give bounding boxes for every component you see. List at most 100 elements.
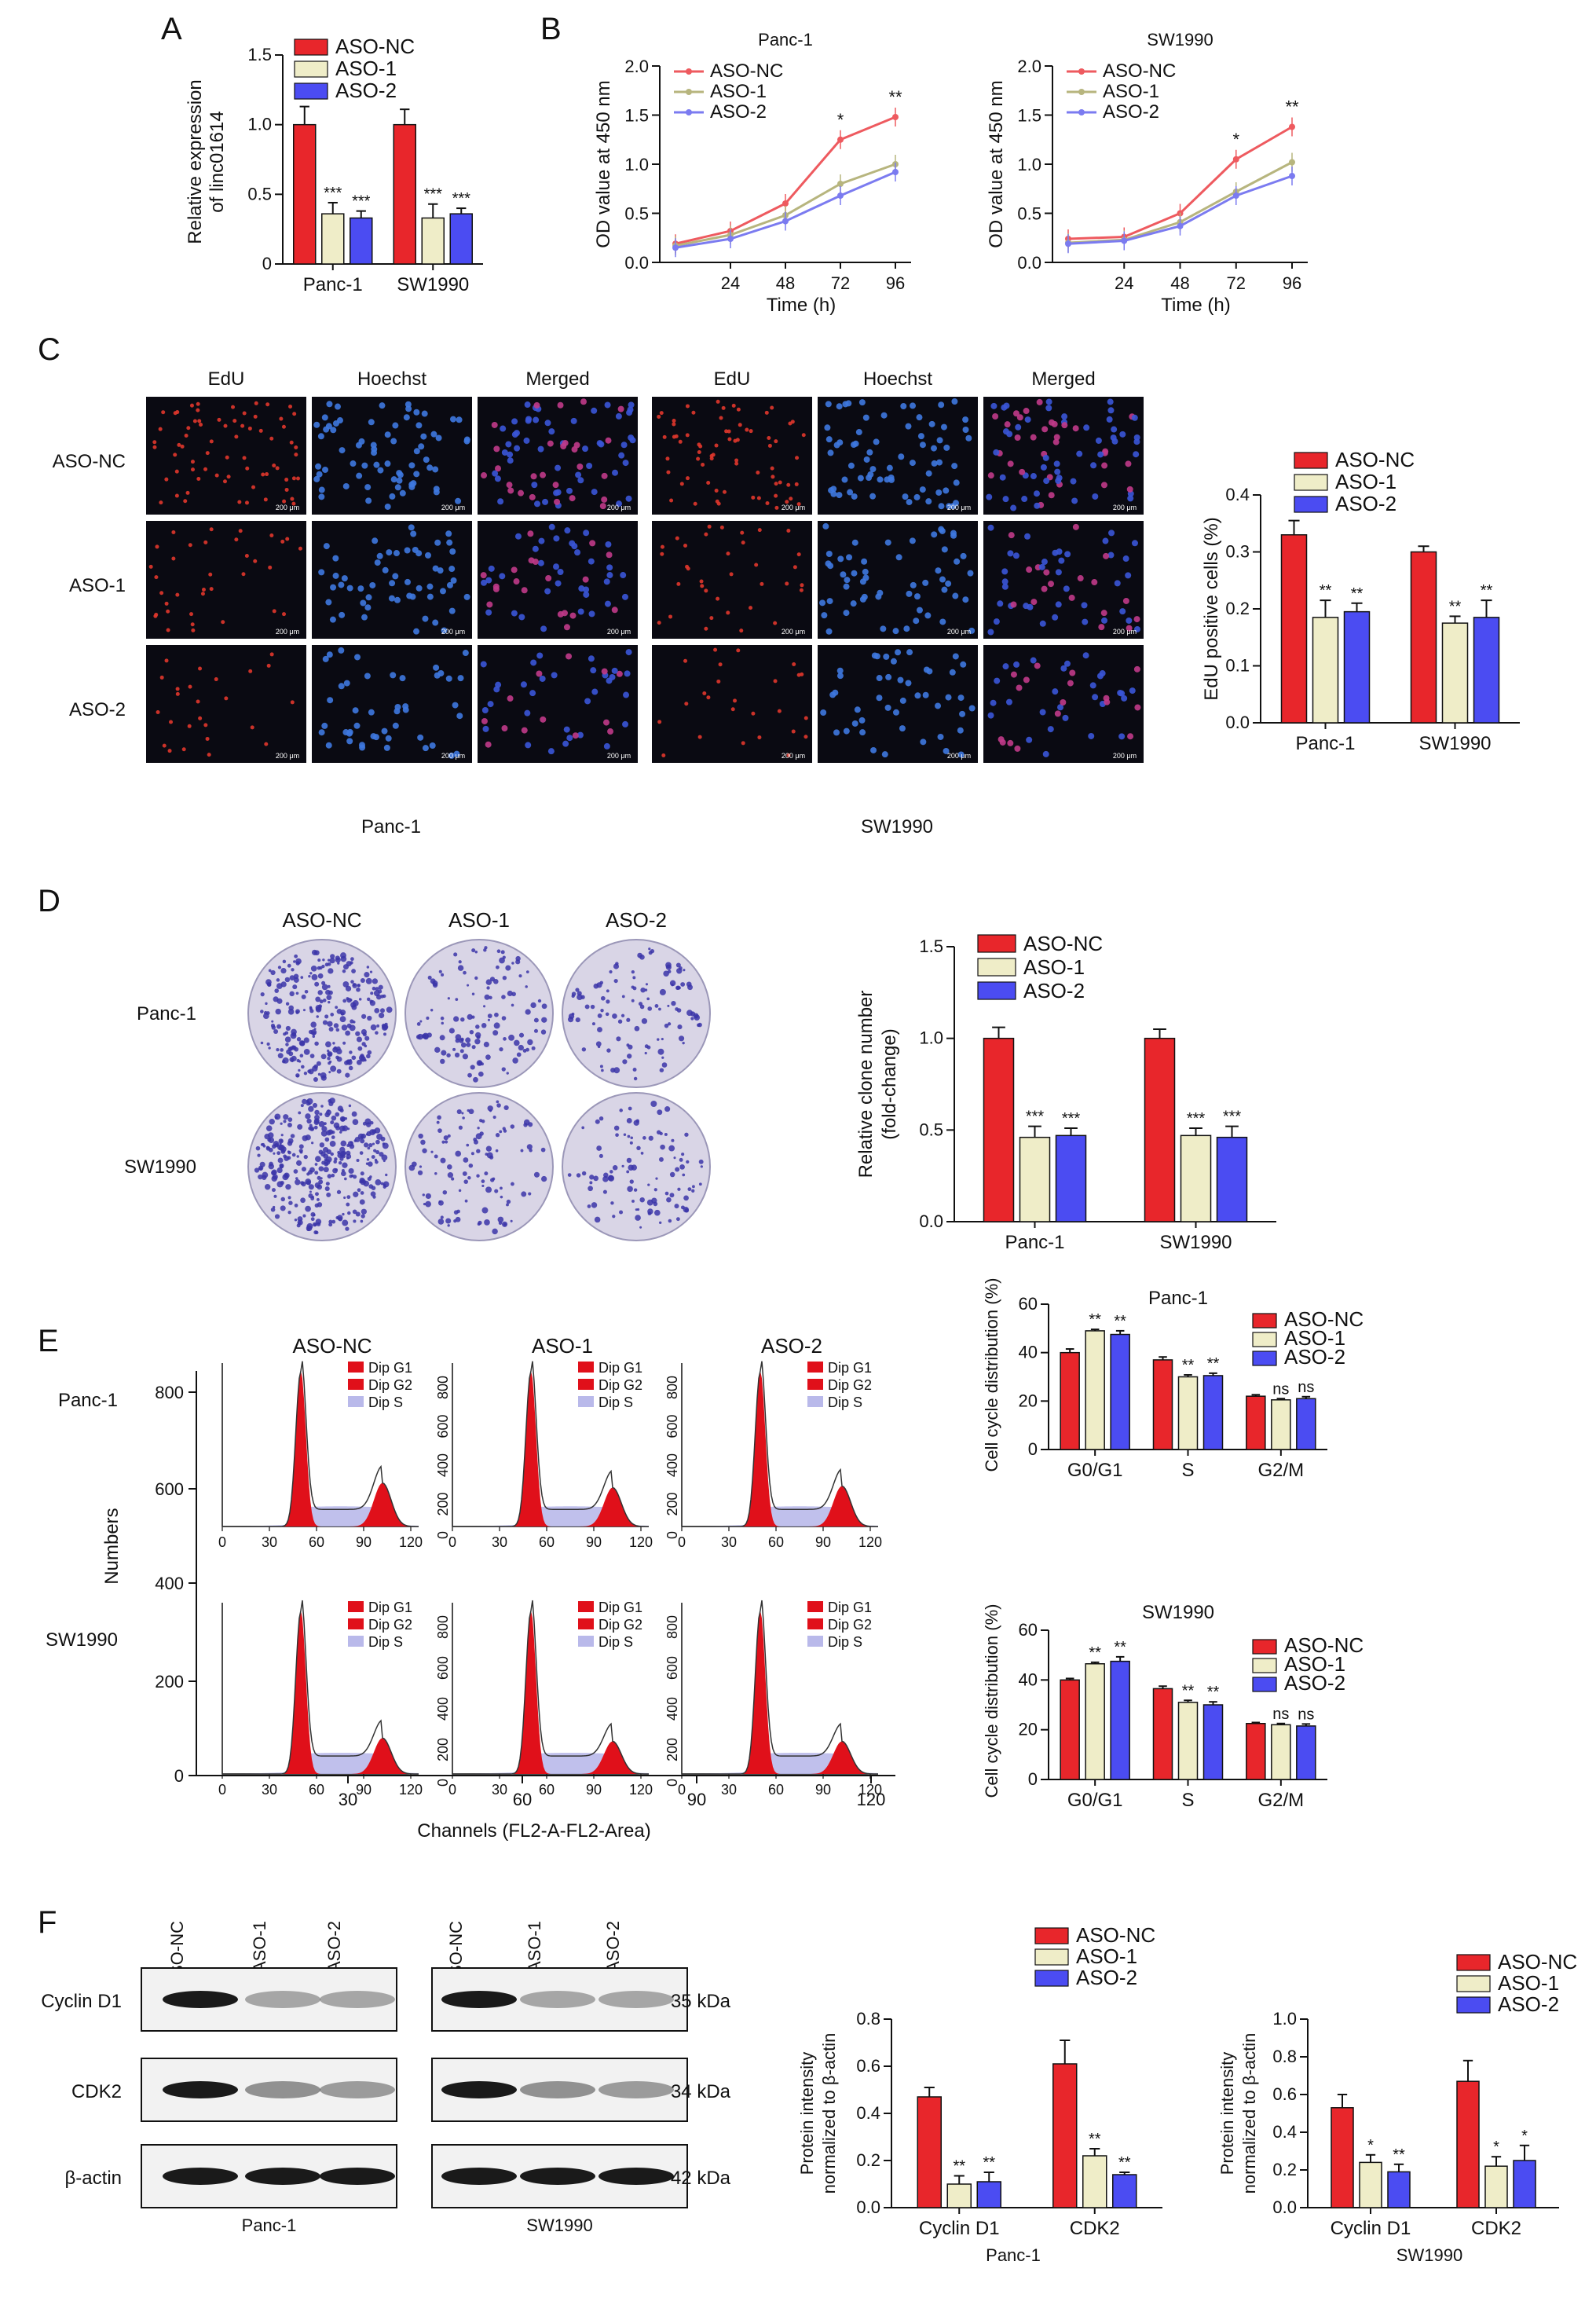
panel-c-cell-dot — [895, 649, 902, 656]
panel-c-cell-dot — [294, 445, 298, 450]
panel-c-cell-dot — [429, 742, 436, 750]
panel-d-colony — [348, 1065, 353, 1071]
panel-d-colony — [356, 1059, 362, 1065]
panel-d-colony — [473, 1076, 478, 1083]
panel-c-cell-dot — [162, 743, 167, 748]
panel-d-colony — [287, 1211, 291, 1215]
panel-d-colony — [481, 1184, 485, 1188]
panel-c-cell-dot — [1072, 523, 1079, 530]
panel-d-colony — [679, 966, 683, 970]
panel-d-bar — [983, 1037, 1015, 1222]
panel-d-colony — [496, 1103, 501, 1108]
panel-d-colony — [327, 1056, 331, 1061]
panel-d-colony — [303, 1154, 308, 1160]
panel-d-colony — [494, 1189, 499, 1193]
panel-c-cell-dot — [415, 585, 423, 592]
panel-c-cell-dot — [840, 571, 847, 578]
panel-c-cell-dot — [326, 651, 333, 658]
panel-c-cell-dot — [851, 493, 858, 500]
panel-c-cell-dot — [920, 739, 927, 746]
panel-c-cell-dot — [234, 434, 239, 439]
panel-e-panc1-significance: ** — [1114, 1313, 1126, 1330]
panel-c-column-header: Merged — [525, 368, 589, 390]
panel-d-colony — [326, 1149, 331, 1155]
panel-c-cell-dot — [1082, 618, 1089, 625]
panel-d-colony — [490, 1178, 495, 1182]
panel-e-legend-label: Dip G2 — [598, 1377, 642, 1393]
panel-c-cell-dot — [166, 628, 170, 632]
panel-d-colony — [512, 1057, 518, 1064]
panel-d-colony — [350, 999, 353, 1002]
panel-c-micrograph — [312, 645, 472, 763]
panel-d-colony — [661, 1037, 664, 1041]
panel-c-cell-dot — [1045, 398, 1052, 405]
panel-d-colony — [494, 1012, 499, 1017]
panel-c-cell-dot — [1058, 557, 1065, 564]
panel-e-panc1-y-tick-label: 20 — [1019, 1391, 1038, 1410]
panel-c-cell-dot — [1041, 559, 1048, 566]
panel-d-colony — [291, 1153, 296, 1157]
panel-d-colony — [318, 1166, 324, 1172]
panel-d-colony — [318, 1179, 324, 1185]
panel-c-cell-dot — [224, 696, 229, 701]
panel-c-cell-dot — [343, 680, 350, 687]
panel-d-colony — [268, 1046, 271, 1050]
panel-c-cell-dot — [261, 472, 265, 477]
panel-c-y-tick-label: 0.3 — [1225, 542, 1250, 562]
panel-d-colony — [327, 958, 331, 962]
panel-c-cell-dot — [960, 552, 967, 559]
panel-e-legend-swatch — [348, 1618, 364, 1629]
panel-c-cell-dot — [294, 453, 298, 457]
panel-e-sw1990-legend-swatch — [1252, 1658, 1277, 1673]
panel-c-cell-dot — [339, 447, 346, 454]
panel-c-cell-dot — [1016, 684, 1023, 691]
panel-d-colony — [640, 987, 646, 993]
panel-c-cell-dot — [892, 628, 899, 635]
panel-b-panc1-x-tick-label: 72 — [831, 273, 850, 293]
panel-c-cell-dot — [462, 650, 469, 657]
panel-c-cell-dot — [1121, 695, 1128, 702]
panel-d-colony — [350, 957, 354, 962]
panel-c-cell-dot — [573, 442, 580, 449]
panel-c-cell-dot — [388, 595, 395, 602]
panel-c-cell-dot — [615, 412, 622, 420]
panel-d-colony — [298, 1040, 306, 1046]
panel-e-legend-label: Dip G2 — [368, 1377, 412, 1393]
panel-c-cell-dot — [1040, 464, 1047, 471]
panel-d-colony — [306, 1227, 310, 1232]
panel-f-band — [520, 1991, 595, 2008]
panel-b-panc1-y-tick-label: 0.0 — [624, 253, 649, 273]
panel-d-colony — [282, 959, 287, 964]
panel-c-cell-dot — [482, 725, 489, 732]
panel-d-legend-swatch — [977, 981, 1016, 1000]
panel-d-colony — [324, 1186, 330, 1192]
panel-b-sw1990-legend-marker — [1078, 68, 1085, 75]
panel-c-scale-label: 200 μm — [276, 628, 299, 636]
panel-d-colony — [525, 985, 528, 988]
panel-d-colony — [320, 1072, 327, 1079]
panel-d-colony — [426, 1016, 430, 1020]
panel-e-panc1-category-label: S — [1181, 1460, 1194, 1481]
panel-f-band — [441, 2168, 517, 2185]
panel-e-panc1-y-tick-label: 60 — [1019, 1294, 1038, 1314]
panel-c-cell-dot — [836, 492, 843, 499]
panel-f-panc1-bar — [1082, 2155, 1107, 2208]
panel-e-sw1990-bar — [1085, 1663, 1105, 1780]
panel-c-category-label: Panc-1 — [1295, 733, 1355, 754]
panel-d-colony — [265, 1125, 273, 1131]
panel-d-colony — [605, 1012, 609, 1017]
panel-c-cell-dot — [968, 627, 976, 634]
panel-d-colony — [661, 1056, 664, 1059]
panel-d-colony — [269, 1119, 275, 1125]
panel-e-hist-y-tick-label: 400 — [435, 1697, 451, 1721]
panel-d-colony — [436, 1120, 440, 1124]
panel-c-cell-dot — [272, 609, 276, 614]
panel-c-cell-dot — [254, 401, 258, 405]
panel-d-colony — [293, 1169, 298, 1174]
panel-d-colony — [362, 1032, 367, 1037]
panel-d-colony — [298, 1222, 302, 1225]
panel-e-hist-x-tick-label: 30 — [262, 1534, 277, 1550]
panel-c-cell-dot — [869, 466, 877, 473]
panel-c-cell-dot — [175, 410, 180, 415]
panel-c-cell-dot — [913, 593, 921, 600]
